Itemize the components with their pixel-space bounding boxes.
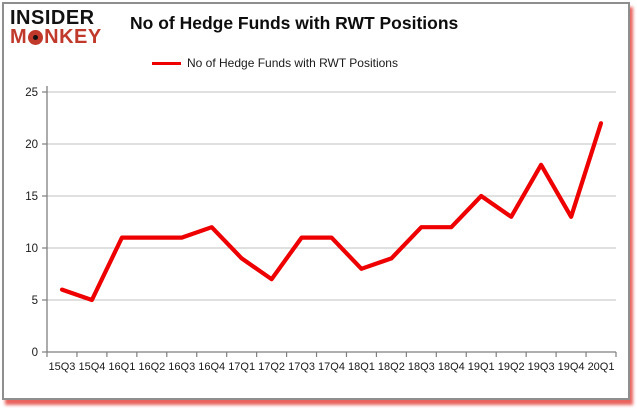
y-tick-label: 15 [25, 191, 38, 203]
hedge-fund-positions-line [59, 121, 604, 303]
insider-monkey-logo: INSIDER M NKEY [10, 7, 102, 48]
x-tick-label: 16Q4 [198, 361, 225, 373]
legend: No of Hedge Funds with RWT Positions [152, 56, 398, 70]
x-tick-label: 19Q2 [498, 361, 525, 373]
x-tick-label: 18Q4 [438, 361, 465, 373]
logo-monkey-rest: NKEY [44, 26, 102, 48]
x-tick-label: 17Q2 [258, 361, 285, 373]
y-tick-label: 0 [32, 347, 38, 359]
logo-line-insider: INSIDER [10, 7, 95, 29]
y-tick-label: 20 [25, 139, 38, 151]
x-tick-label: 17Q1 [228, 361, 255, 373]
legend-line-swatch-icon [152, 61, 181, 65]
x-tick-label: 17Q3 [288, 361, 315, 373]
x-tick-label: 16Q1 [108, 361, 135, 373]
monkey-eye-icon [28, 30, 44, 45]
x-tick-label: 18Q2 [378, 361, 405, 373]
y-tick-label: 5 [32, 295, 38, 307]
x-tick-label: 19Q3 [528, 361, 555, 373]
x-tick-label: 16Q2 [138, 361, 165, 373]
x-tick-label: 18Q3 [408, 361, 435, 373]
x-tick-label: 15Q4 [78, 361, 105, 373]
logo-line-monkey: M NKEY [10, 26, 102, 48]
page-title: No of Hedge Funds with RWT Positions [130, 13, 459, 33]
x-tick-label: 17Q4 [318, 361, 345, 373]
legend-label: No of Hedge Funds with RWT Positions [187, 56, 398, 70]
x-tick-label: 18Q1 [348, 361, 375, 373]
y-tick-label: 25 [25, 87, 38, 99]
chart-frame [2, 2, 630, 400]
x-tick-label: 16Q3 [168, 361, 195, 373]
logo-monkey-m: M [10, 26, 28, 48]
x-tick-label: 19Q1 [468, 361, 495, 373]
x-tick-label: 19Q4 [558, 361, 585, 373]
x-tick-label: 20Q1 [588, 361, 615, 373]
x-tick-label: 15Q3 [49, 361, 76, 373]
y-tick-label: 10 [25, 243, 38, 255]
